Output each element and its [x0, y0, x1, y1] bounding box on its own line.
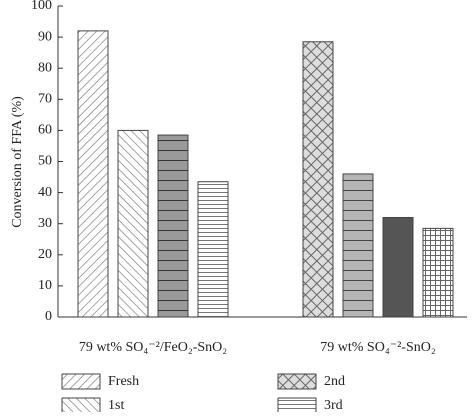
- y-tick-label: 40: [38, 185, 52, 200]
- y-tick-label: 0: [45, 309, 52, 324]
- x-tick-label: 79 wt% SO₄⁻²-SnO₂: [320, 340, 436, 355]
- y-tick-label: 70: [38, 92, 52, 107]
- legend-swatch: [277, 373, 317, 390]
- y-tick-label: 50: [38, 154, 52, 169]
- legend-label: 1st: [108, 398, 124, 412]
- y-tick-label: 90: [38, 29, 52, 44]
- legend-label: 2nd: [324, 374, 345, 389]
- bar: [117, 129, 149, 318]
- y-tick-label: 60: [38, 123, 52, 138]
- legend-swatch: [61, 397, 101, 414]
- bar: [157, 134, 189, 318]
- y-tick-label: 10: [38, 278, 52, 293]
- bar: [77, 30, 109, 318]
- y-tick-label: 20: [38, 247, 52, 262]
- y-tick-label: 100: [31, 0, 52, 13]
- y-axis-label: Conversion of FFA (%): [10, 96, 25, 228]
- y-tick-label: 80: [38, 60, 52, 75]
- bar: [422, 227, 454, 318]
- bar: [197, 181, 229, 318]
- y-tick-label: 30: [38, 216, 52, 231]
- legend-swatch: [61, 373, 101, 390]
- legend-label: Fresh: [108, 374, 139, 389]
- legend-swatch: [277, 397, 317, 414]
- bar: [382, 216, 414, 318]
- legend-label: 3rd: [324, 398, 343, 412]
- bar: [302, 41, 334, 318]
- x-tick-label: 79 wt% SO₄⁻²/FeO₂-SnO₂: [79, 340, 227, 355]
- bar: [342, 173, 374, 318]
